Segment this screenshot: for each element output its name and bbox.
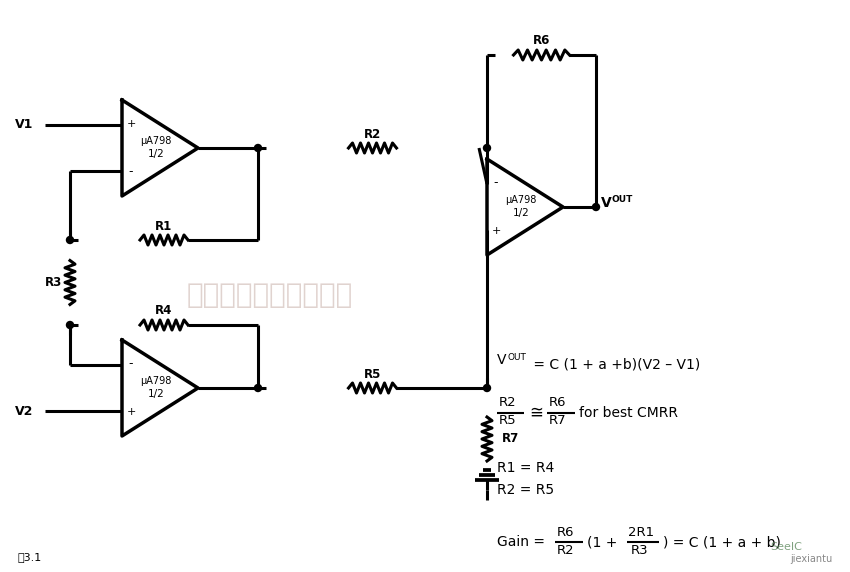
Text: μA798: μA798 [140,376,172,386]
Text: Gain =: Gain = [497,535,545,549]
Text: 1/2: 1/2 [513,208,530,218]
Text: R3: R3 [631,543,649,557]
Text: V1: V1 [14,118,33,132]
Circle shape [484,145,490,152]
Text: R6: R6 [533,34,550,47]
Text: R7: R7 [549,415,567,427]
Text: V2: V2 [14,404,33,418]
Text: μA798: μA798 [505,195,536,205]
Text: OUT: OUT [612,196,633,205]
Text: R2 = R5: R2 = R5 [497,483,554,497]
Circle shape [66,321,73,328]
Circle shape [254,384,262,391]
Text: 2R1: 2R1 [628,526,654,538]
Circle shape [254,145,262,152]
Text: +: + [127,119,136,129]
Circle shape [66,236,73,244]
Text: μA798: μA798 [140,136,172,146]
Text: -: - [128,358,133,371]
Text: V: V [497,353,507,367]
Text: R6: R6 [549,396,566,410]
Text: OUT: OUT [508,352,527,362]
Text: R2: R2 [364,128,381,141]
Text: R1 = R4: R1 = R4 [497,461,554,475]
Text: -: - [494,177,498,189]
Text: 杭州将睿科技有限公司: 杭州将睿科技有限公司 [187,281,353,309]
Text: = C (1 + a +b)(V2 – V1): = C (1 + a +b)(V2 – V1) [529,358,700,372]
Text: R5: R5 [499,415,517,427]
Text: 1/2: 1/2 [148,149,164,159]
Text: for best CMRR: for best CMRR [579,406,678,420]
Text: +: + [491,226,501,236]
Text: R6: R6 [557,526,575,538]
Text: ) = C (1 + a + b): ) = C (1 + a + b) [663,535,781,549]
Text: R2: R2 [557,543,575,557]
Text: ≅: ≅ [529,404,543,422]
Text: -: - [128,165,133,178]
Text: 1/2: 1/2 [148,389,164,399]
Text: R2: R2 [499,396,517,410]
Circle shape [592,204,599,210]
Text: 图3.1: 图3.1 [18,552,42,562]
Text: jiexiantu: jiexiantu [790,554,832,564]
Text: R1: R1 [156,220,173,232]
Text: R4: R4 [156,304,173,317]
Text: V: V [601,196,612,210]
Text: R5: R5 [364,367,381,380]
Text: SeeIC: SeeIC [770,542,802,552]
Text: +: + [127,407,136,417]
Text: R7: R7 [502,432,519,446]
Text: (1 +: (1 + [587,535,617,549]
Circle shape [484,384,490,391]
Text: R3: R3 [45,276,63,289]
